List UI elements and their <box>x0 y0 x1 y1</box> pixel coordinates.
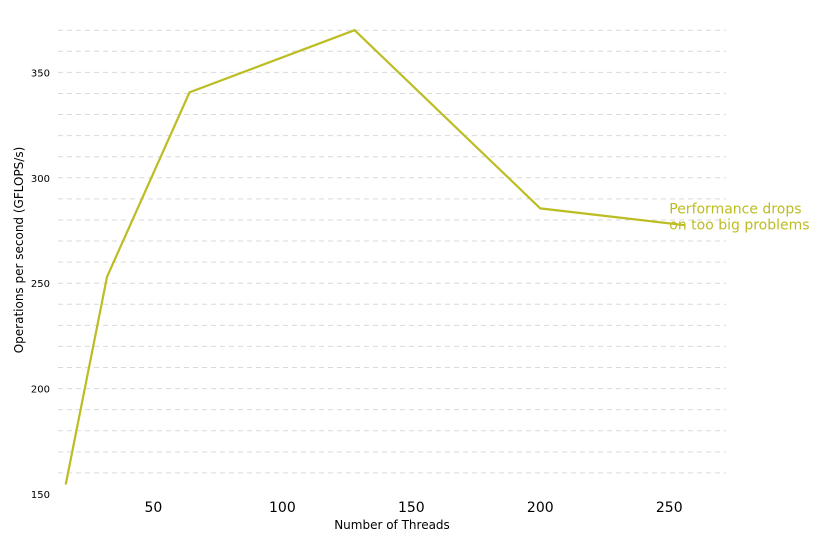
annotation-line: on too big problems <box>669 218 809 234</box>
y-axis-label: Operations per second (GFLOPS/s) <box>12 147 26 354</box>
x-tick-label: 100 <box>269 500 296 516</box>
annotation-text: Performance drops on too big problems <box>669 202 809 234</box>
gridlines <box>58 29 726 474</box>
series-line <box>64 28 685 485</box>
y-tick-label: 350 <box>31 68 50 79</box>
y-tick-label: 150 <box>31 490 50 501</box>
y-tick-label: 200 <box>31 385 50 396</box>
y-tick-label: 250 <box>31 279 50 290</box>
y-tick-label: 300 <box>31 174 50 185</box>
x-tick-label: 50 <box>145 500 163 516</box>
x-tick-label: 250 <box>656 500 683 516</box>
x-axis-ticks: 50 100 150 200 250 <box>145 500 683 516</box>
x-tick-label: 200 <box>527 500 554 516</box>
annotation-line: Performance drops <box>669 202 801 218</box>
x-axis-label: Number of Threads <box>334 518 450 532</box>
x-tick-label: 150 <box>398 500 425 516</box>
y-axis-ticks: 150 200 250 300 350 <box>31 68 50 501</box>
